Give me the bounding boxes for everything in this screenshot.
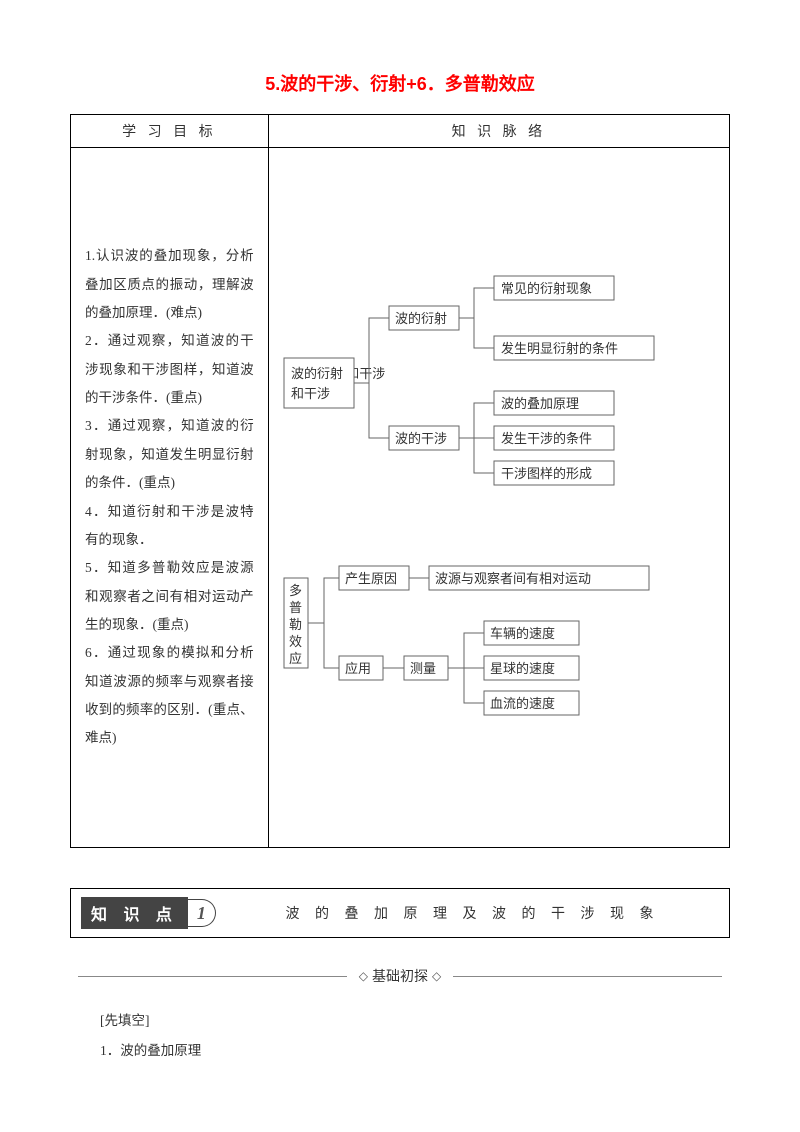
page-title: 5.波的干涉、衍射+6．多普勒效应: [70, 70, 730, 96]
d1-b2c1: 发生干涉的条件: [501, 431, 592, 446]
th-diagram: 知 识 脉 络: [268, 115, 729, 148]
fill-line-2: 1．波的叠加原理: [100, 1036, 730, 1066]
diagram-wave: 波的衍射 和干涉 波的衍射 和干涉 波的衍射 常见的衍射现象 发生明显衍射的条件: [279, 258, 709, 508]
d2-b2c1: 星球的速度: [490, 661, 555, 676]
diagram-doppler: 多 普 勒 效 应 产生原因 波源与观察者间有相对运动 应用 测量: [279, 538, 709, 738]
kp-label: 知 识 点: [81, 897, 188, 929]
svg-text:效: 效: [289, 634, 302, 649]
d2-b2: 应用: [345, 661, 371, 676]
divider-text: 基础初探: [372, 966, 428, 986]
svg-text:波的衍射: 波的衍射: [291, 366, 343, 381]
d1-b2: 波的干涉: [395, 431, 447, 446]
diagram-cell: 波的衍射 和干涉 波的衍射 和干涉 波的衍射 常见的衍射现象 发生明显衍射的条件: [268, 148, 729, 848]
d1-b2c0: 波的叠加原理: [501, 396, 579, 411]
diamond-icon: ◇: [432, 969, 441, 984]
svg-text:勒: 勒: [289, 617, 302, 632]
svg-text:多: 多: [289, 583, 302, 598]
knowledge-point-banner: 知 识 点 1 波 的 叠 加 原 理 及 波 的 干 涉 现 象: [70, 888, 730, 938]
kp-heading: 波 的 叠 加 原 理 及 波 的 干 涉 现 象: [226, 903, 719, 923]
d2-b1c: 波源与观察者间有相对运动: [435, 571, 591, 586]
d2-b2c2: 血流的速度: [490, 696, 555, 711]
svg-text:和干涉: 和干涉: [291, 386, 330, 401]
goals-cell: 1.认识波的叠加现象，分析叠加区质点的振动，理解波的叠加原理．(难点) 2．通过…: [71, 148, 269, 848]
main-table: 学 习 目 标 知 识 脉 络 1.认识波的叠加现象，分析叠加区质点的振动，理解…: [70, 114, 730, 848]
d2-b2c0: 车辆的速度: [490, 626, 555, 641]
d2-b2m: 测量: [410, 661, 436, 676]
d1-b1c1: 发生明显衍射的条件: [501, 341, 618, 356]
d2-b1: 产生原因: [345, 571, 397, 586]
d1-b1c0: 常见的衍射现象: [501, 281, 592, 296]
kp-number: 1: [188, 899, 216, 927]
kp-badge: 知 识 点 1: [81, 897, 216, 929]
d1-b2c2: 干涉图样的形成: [501, 466, 592, 481]
goals-text: 1.认识波的叠加现象，分析叠加区质点的振动，理解波的叠加原理．(难点) 2．通过…: [81, 232, 258, 762]
th-goals: 学 习 目 标: [71, 115, 269, 148]
fill-line-1: [先填空]: [100, 1006, 730, 1036]
svg-text:应: 应: [289, 651, 302, 666]
diamond-icon: ◇: [359, 969, 368, 984]
fill-blank-section: [先填空] 1．波的叠加原理: [100, 1006, 730, 1065]
svg-text:普: 普: [289, 600, 302, 615]
section-divider: ◇ 基础初探 ◇: [70, 966, 730, 986]
d1-b1: 波的衍射: [395, 311, 447, 326]
